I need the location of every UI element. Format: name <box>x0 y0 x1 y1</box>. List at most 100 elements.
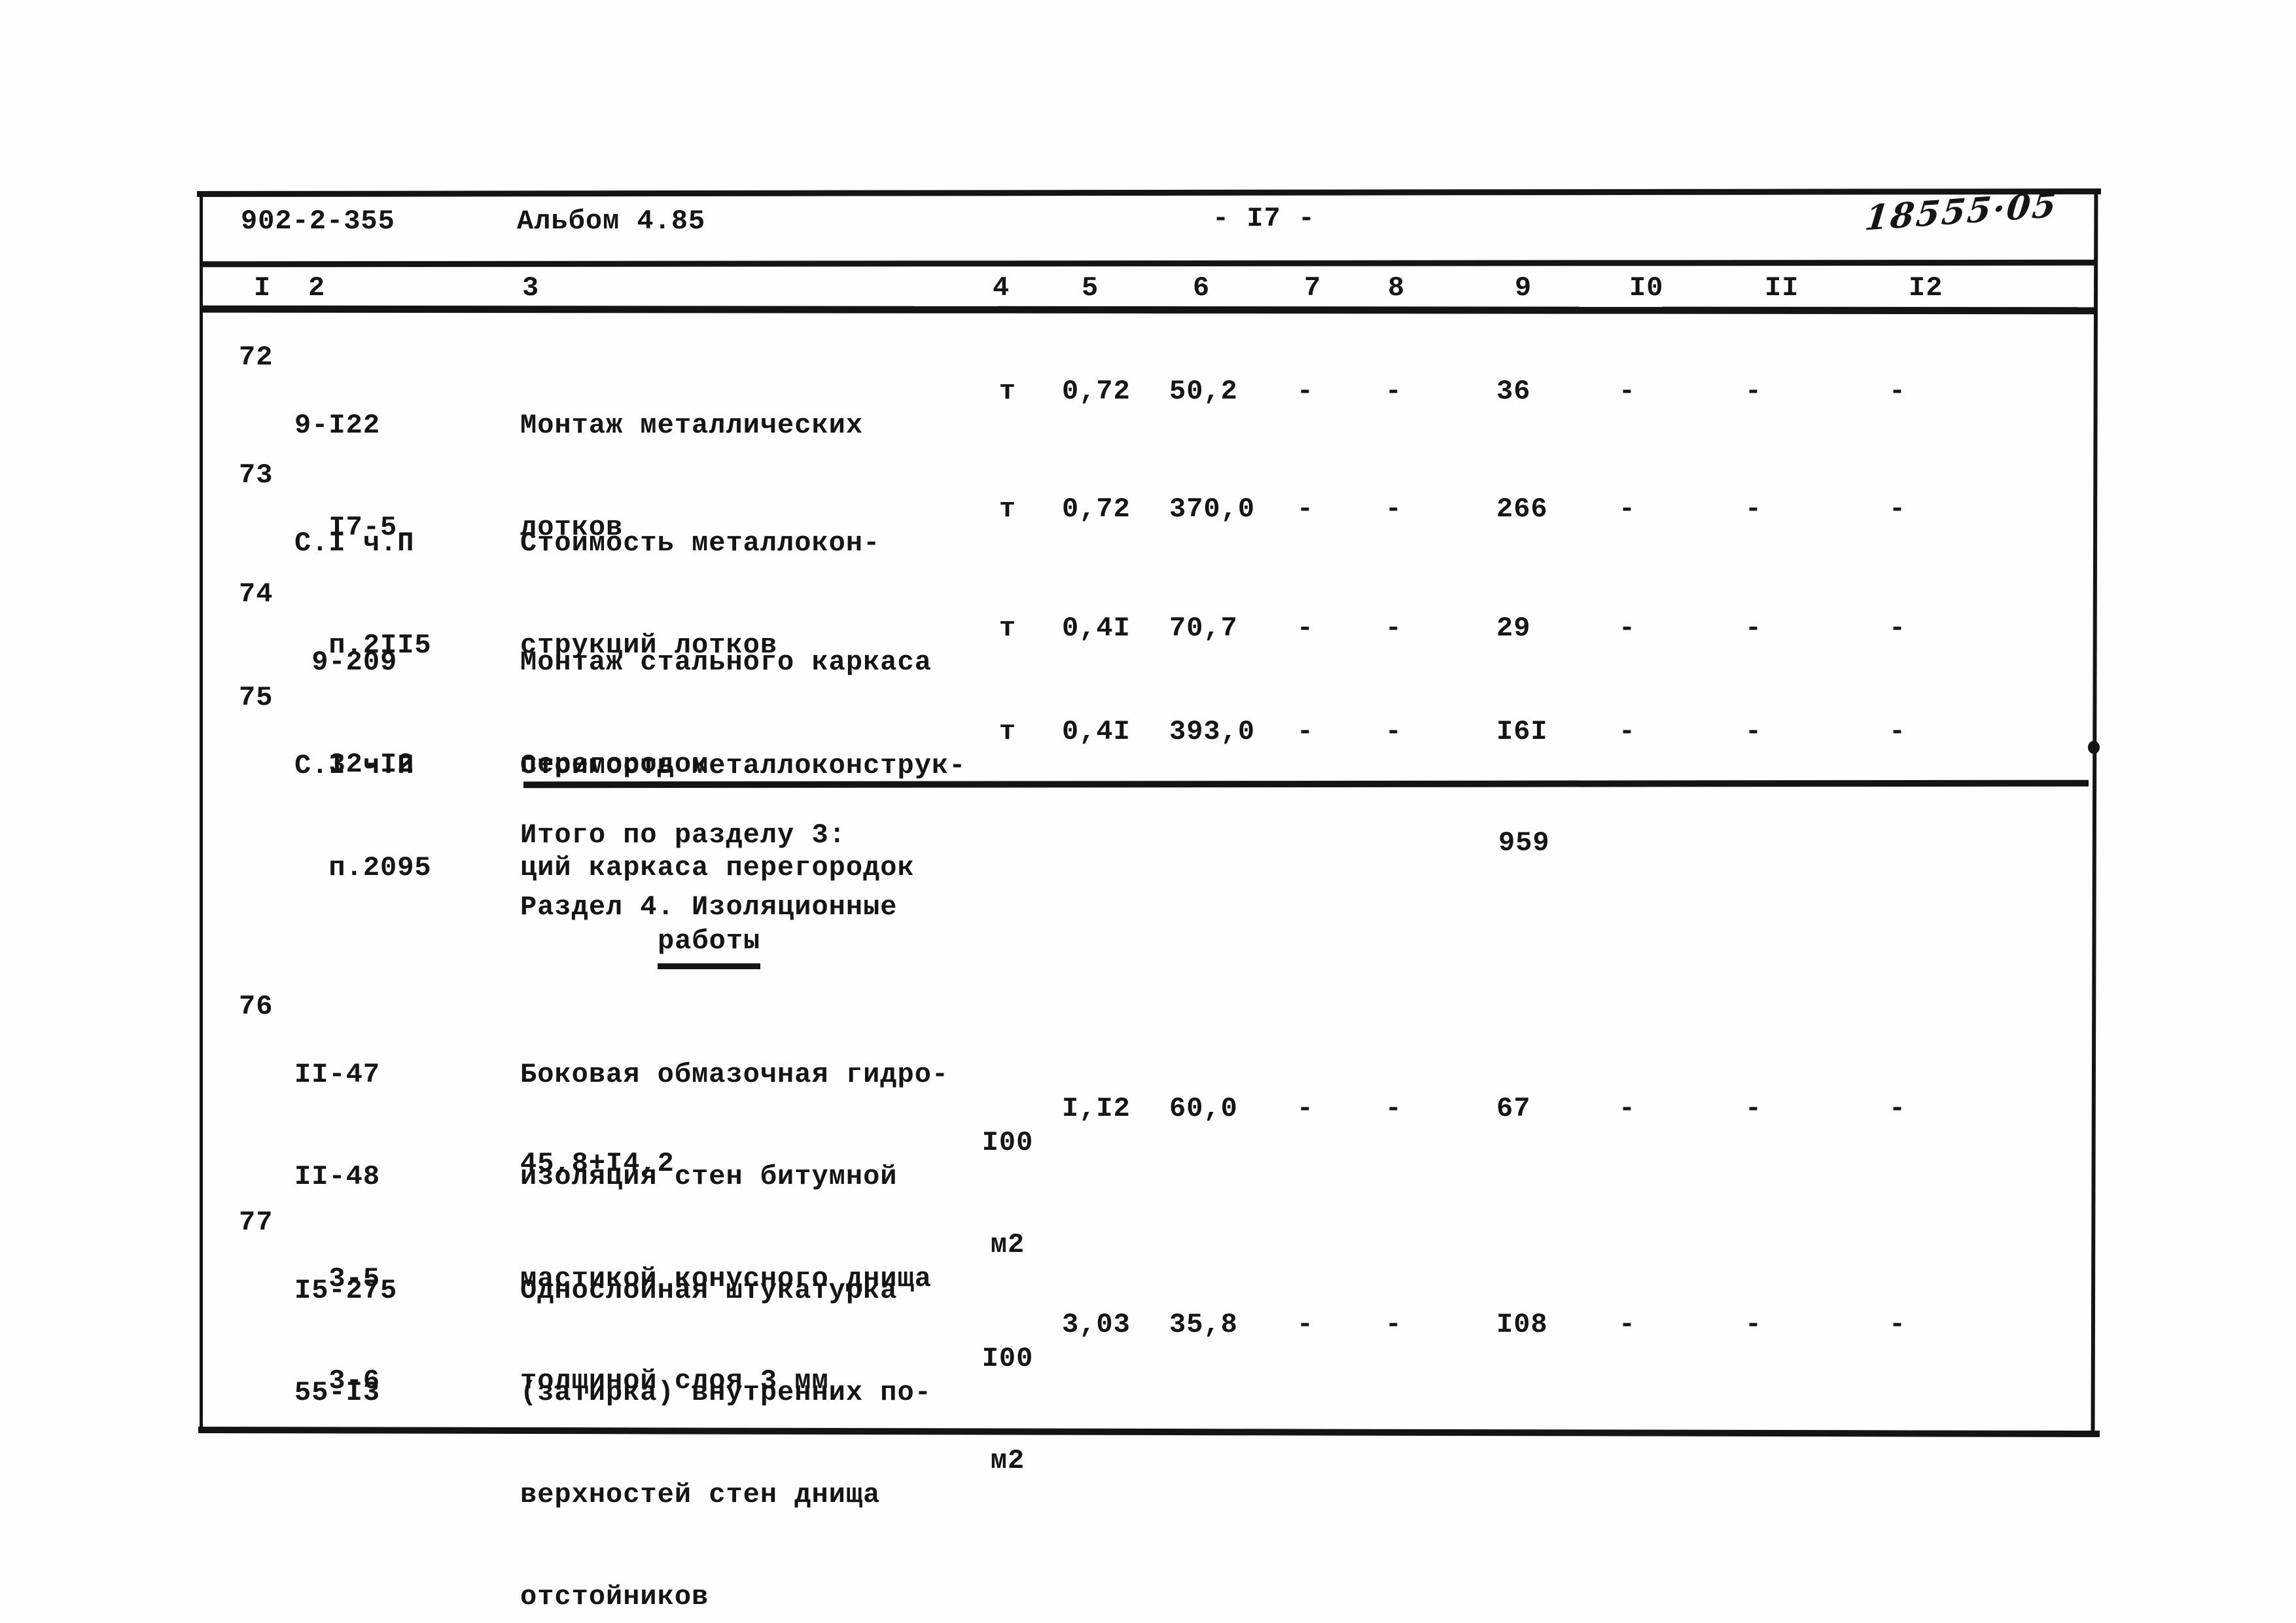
cell-col9: 67 <box>1496 1093 1531 1124</box>
column-header-8: 8 <box>1388 272 1405 304</box>
column-header-12: I2 <box>1909 272 1943 304</box>
column-header-7: 7 <box>1304 272 1322 304</box>
handwritten-mark: 18555·05 <box>1863 185 2060 239</box>
cell-qty: 0,4I <box>1062 716 1131 747</box>
table-frame: 902-2-355 Альбом 4.85 - I7 - 18555·05 I … <box>196 185 2102 1613</box>
row-number: 73 <box>239 459 274 491</box>
cell-col10: - <box>1618 1309 1636 1340</box>
row76-volume-note: 45,8+I4,2 <box>520 1148 675 1179</box>
cell-col8: - <box>1385 376 1403 407</box>
column-header-2: 2 <box>308 272 326 304</box>
row-number: 77 <box>239 1207 274 1238</box>
cell-col12: - <box>1888 1309 1907 1340</box>
cell-col7: - <box>1296 376 1315 407</box>
frame-right-border <box>2091 190 2098 1434</box>
row-unit: т <box>998 716 1017 747</box>
row-number: 74 <box>239 579 274 610</box>
header-divider <box>200 259 2095 268</box>
cell-price: 60,0 <box>1169 1093 1238 1124</box>
cell-col8: - <box>1385 716 1403 747</box>
cell-col7: - <box>1296 1309 1315 1340</box>
column-header-1: I <box>254 272 272 304</box>
cell-price: 393,0 <box>1169 716 1256 747</box>
column-header-3: 3 <box>522 272 540 304</box>
row-code: 9-I22 I7-5 <box>294 410 398 543</box>
row-description: Монтаж металлических лотков <box>520 410 864 543</box>
cell-col12: - <box>1888 716 1907 747</box>
frame-bottom-border <box>198 1426 2100 1438</box>
row-number: 75 <box>239 682 274 713</box>
cell-price: 35,8 <box>1169 1309 1238 1340</box>
cell-col9: 266 <box>1496 493 1548 525</box>
cell-col9: I08 <box>1496 1309 1548 1340</box>
cell-col11: - <box>1744 716 1763 747</box>
cell-col8: - <box>1385 1093 1403 1124</box>
cell-col7: - <box>1296 1093 1315 1124</box>
column-header-11: II <box>1765 272 1799 304</box>
row-description: Боковая обмазочная гидро- изоляция стен … <box>520 1059 949 1397</box>
cell-col11: - <box>1744 1093 1763 1124</box>
cell-col8: - <box>1385 613 1403 644</box>
cell-col8: - <box>1385 1309 1403 1340</box>
row-code: II-47 II-48 3-5 3-6 <box>294 1059 381 1397</box>
column-header-6: 6 <box>1193 272 1210 304</box>
row-code: С.I ч.П п.2095 <box>294 750 432 883</box>
cell-price: 370,0 <box>1169 493 1256 525</box>
cell-col7: - <box>1296 716 1315 747</box>
column-header-10: I0 <box>1629 272 1664 304</box>
row-description: Стоимость металлоконструк- ций каркаса п… <box>520 750 966 883</box>
cell-col11: - <box>1744 1309 1763 1340</box>
ink-blot <box>2088 741 2100 754</box>
row-unit: т <box>998 493 1017 525</box>
cell-col9: 29 <box>1496 613 1531 644</box>
row-unit: I00 м2 <box>981 1127 1034 1260</box>
row-code: I5-275 55-I3 <box>294 1275 398 1408</box>
cell-qty: 0,72 <box>1062 376 1131 407</box>
cell-col9: 36 <box>1496 376 1531 407</box>
row-description: Монтаж стального каркаса перегородок <box>520 647 932 780</box>
section-total-label: Итого по разделу 3: <box>520 819 846 851</box>
section-divider <box>523 779 2089 789</box>
page-number: - I7 - <box>1212 203 1316 234</box>
column-header-4: 4 <box>993 272 1010 304</box>
cell-col12: - <box>1888 376 1907 407</box>
section-total-value: 959 <box>1498 827 1550 859</box>
cell-col11: - <box>1744 613 1763 644</box>
album-label: Альбом 4.85 <box>517 205 706 237</box>
cell-col11: - <box>1744 493 1763 525</box>
cell-col9: I6I <box>1496 716 1548 747</box>
cell-price: 70,7 <box>1169 613 1238 644</box>
cell-col8: - <box>1385 493 1403 525</box>
row-unit: I00 м2 <box>981 1343 1034 1476</box>
cell-col10: - <box>1618 376 1636 407</box>
cell-col10: - <box>1618 716 1636 747</box>
row-number: 72 <box>239 342 274 373</box>
cell-col12: - <box>1888 613 1907 644</box>
cell-col10: - <box>1618 613 1636 644</box>
cell-price: 50,2 <box>1169 376 1238 407</box>
cell-col12: - <box>1888 493 1907 525</box>
cell-qty: I,I2 <box>1062 1093 1131 1124</box>
cell-qty: 3,03 <box>1062 1309 1131 1340</box>
frame-left-border <box>200 191 203 1433</box>
column-header-divider <box>200 305 2095 315</box>
section-title-line2: работы <box>658 924 761 969</box>
cell-col7: - <box>1296 493 1315 525</box>
row-unit: т <box>998 613 1017 644</box>
column-header-5: 5 <box>1082 272 1099 304</box>
cell-col10: - <box>1618 1093 1636 1124</box>
row-description: Однослойная штукатурка (затирка) внутрен… <box>520 1275 932 1613</box>
cell-qty: 0,4I <box>1062 613 1131 644</box>
row-unit: т <box>998 376 1017 407</box>
cell-qty: 0,72 <box>1062 493 1131 525</box>
document-number: 902-2-355 <box>241 205 395 237</box>
column-header-9: 9 <box>1515 272 1532 304</box>
frame-top-border <box>196 188 2102 198</box>
cell-col12: - <box>1888 1093 1907 1124</box>
row-number: 76 <box>239 991 274 1022</box>
row-code: С.I ч.П п.2II5 <box>294 527 432 661</box>
section-title-line1: Раздел 4. Изоляционные <box>520 891 898 923</box>
cell-col7: - <box>1296 613 1315 644</box>
cell-col11: - <box>1744 376 1763 407</box>
